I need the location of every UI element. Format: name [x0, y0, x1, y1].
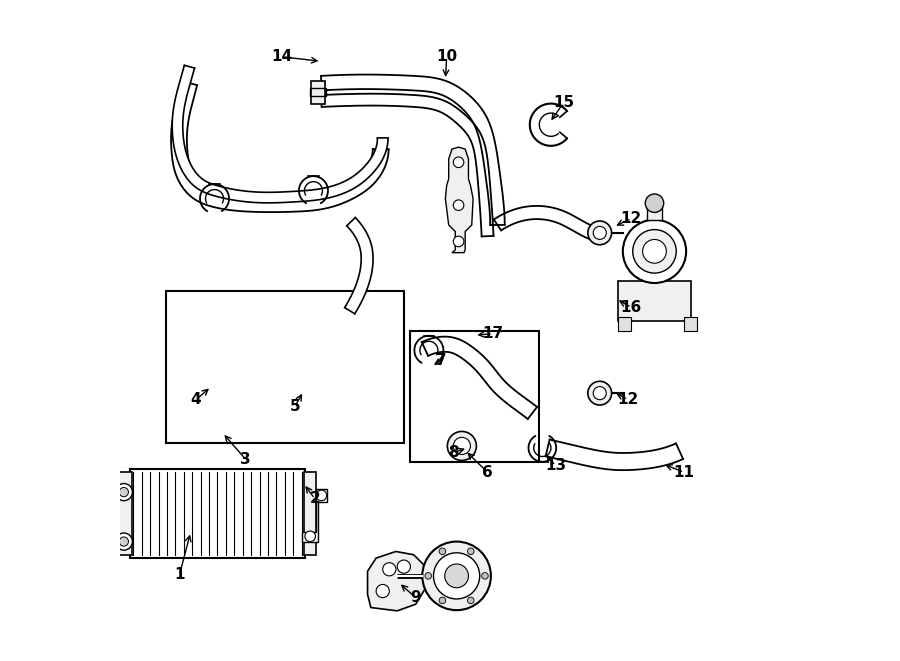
Text: 14: 14	[271, 50, 292, 64]
Circle shape	[454, 236, 464, 247]
Polygon shape	[321, 94, 493, 237]
Polygon shape	[446, 147, 473, 253]
Circle shape	[467, 597, 474, 603]
Circle shape	[445, 564, 469, 588]
Bar	[310, 89, 326, 97]
Circle shape	[588, 221, 612, 245]
Bar	[410, 330, 539, 463]
Circle shape	[382, 563, 396, 576]
Text: 12: 12	[621, 211, 642, 226]
Circle shape	[316, 490, 327, 500]
Text: 12: 12	[617, 392, 639, 407]
Bar	[304, 473, 316, 555]
Text: 10: 10	[436, 50, 457, 64]
Text: 2: 2	[310, 491, 320, 506]
Polygon shape	[302, 488, 327, 541]
Circle shape	[376, 584, 390, 598]
Circle shape	[454, 438, 471, 455]
Polygon shape	[494, 206, 594, 239]
Circle shape	[115, 533, 132, 550]
Circle shape	[643, 239, 666, 263]
Circle shape	[454, 157, 464, 168]
Polygon shape	[545, 440, 683, 470]
Text: 16: 16	[621, 300, 642, 315]
Text: 5: 5	[290, 399, 301, 414]
Circle shape	[305, 531, 315, 541]
Circle shape	[119, 487, 129, 496]
Circle shape	[454, 200, 464, 210]
Bar	[130, 469, 305, 558]
Text: 8: 8	[448, 445, 459, 460]
Polygon shape	[321, 75, 505, 225]
Bar	[311, 81, 325, 104]
Circle shape	[397, 560, 410, 573]
Text: 6: 6	[482, 465, 493, 480]
Polygon shape	[172, 65, 388, 203]
Text: 15: 15	[553, 95, 574, 110]
Bar	[115, 473, 132, 555]
Circle shape	[115, 484, 132, 500]
Bar	[618, 317, 632, 330]
Bar	[646, 203, 662, 219]
Circle shape	[623, 219, 686, 283]
Circle shape	[482, 572, 489, 579]
Polygon shape	[345, 217, 373, 314]
Bar	[618, 281, 691, 321]
Circle shape	[422, 541, 490, 610]
Bar	[166, 291, 404, 443]
Circle shape	[447, 432, 476, 461]
Text: 3: 3	[240, 451, 251, 467]
Polygon shape	[367, 551, 425, 611]
Circle shape	[425, 572, 431, 579]
Circle shape	[593, 226, 607, 239]
Bar	[684, 317, 698, 330]
Circle shape	[588, 381, 612, 405]
Text: 1: 1	[175, 567, 184, 582]
Circle shape	[439, 597, 446, 603]
Text: 4: 4	[191, 392, 202, 407]
Circle shape	[633, 229, 676, 273]
Text: 7: 7	[436, 353, 446, 368]
Circle shape	[467, 548, 474, 555]
Text: 11: 11	[674, 465, 695, 480]
Circle shape	[593, 387, 607, 400]
Text: 13: 13	[545, 458, 566, 473]
Polygon shape	[422, 336, 537, 419]
Circle shape	[439, 548, 446, 555]
Text: 17: 17	[482, 327, 503, 341]
Circle shape	[645, 194, 663, 212]
Polygon shape	[171, 81, 389, 212]
Circle shape	[434, 553, 480, 599]
Circle shape	[119, 537, 129, 546]
Text: 9: 9	[410, 590, 421, 605]
